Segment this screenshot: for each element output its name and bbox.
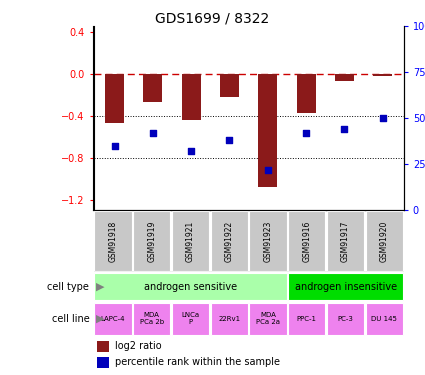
Point: [226, 137, 233, 143]
Text: MDA
PCa 2a: MDA PCa 2a: [256, 312, 280, 325]
Text: LNCa
P: LNCa P: [181, 312, 199, 325]
Point: [264, 166, 271, 172]
Bar: [373, 74, 392, 76]
Bar: [211, 303, 248, 334]
Text: GSM91919: GSM91919: [147, 220, 156, 262]
Text: LAPC-4: LAPC-4: [101, 316, 125, 322]
Bar: [211, 211, 248, 271]
Point: [150, 130, 156, 136]
Text: log2 ratio: log2 ratio: [115, 341, 162, 351]
Bar: [220, 74, 239, 97]
Bar: [327, 211, 364, 271]
Bar: [288, 303, 326, 334]
Text: GDS1699 / 8322: GDS1699 / 8322: [156, 11, 269, 25]
Point: [303, 130, 309, 136]
Bar: [249, 303, 286, 334]
Bar: [366, 303, 403, 334]
Bar: [94, 211, 131, 271]
Point: [379, 115, 386, 121]
Bar: [133, 211, 170, 271]
Point: [111, 143, 118, 149]
Text: MDA
PCa 2b: MDA PCa 2b: [139, 312, 164, 325]
Text: GSM91923: GSM91923: [264, 220, 272, 262]
Bar: [105, 74, 124, 123]
Bar: [133, 303, 170, 334]
Text: cell line: cell line: [51, 314, 89, 324]
Text: GSM91921: GSM91921: [186, 220, 195, 262]
Bar: [335, 74, 354, 81]
Text: PPC-1: PPC-1: [297, 316, 317, 322]
Bar: [181, 74, 201, 120]
Text: GSM91920: GSM91920: [380, 220, 389, 262]
Text: percentile rank within the sample: percentile rank within the sample: [115, 357, 280, 368]
Bar: [94, 273, 286, 300]
Text: PC-3: PC-3: [337, 316, 354, 322]
Text: androgen insensitive: androgen insensitive: [295, 282, 397, 292]
Text: GSM91917: GSM91917: [341, 220, 350, 262]
Text: GSM91916: GSM91916: [302, 220, 311, 262]
Bar: [172, 303, 209, 334]
Bar: [143, 74, 162, 102]
Bar: [249, 211, 286, 271]
Bar: [96, 357, 109, 368]
Text: DU 145: DU 145: [371, 316, 397, 322]
Bar: [258, 74, 278, 187]
Text: GSM91922: GSM91922: [225, 220, 234, 262]
Point: [341, 126, 348, 132]
Bar: [96, 341, 109, 352]
Bar: [172, 211, 209, 271]
Bar: [327, 303, 364, 334]
Text: GSM91918: GSM91918: [108, 220, 117, 262]
Text: androgen sensitive: androgen sensitive: [144, 282, 237, 292]
Bar: [94, 303, 131, 334]
Text: ▶: ▶: [96, 314, 104, 324]
Bar: [288, 211, 326, 271]
Text: cell type: cell type: [47, 282, 89, 292]
Point: [188, 148, 195, 154]
Bar: [288, 273, 403, 300]
Bar: [366, 211, 403, 271]
Text: ▶: ▶: [96, 282, 104, 292]
Bar: [297, 74, 316, 113]
Text: 22Rv1: 22Rv1: [218, 316, 240, 322]
